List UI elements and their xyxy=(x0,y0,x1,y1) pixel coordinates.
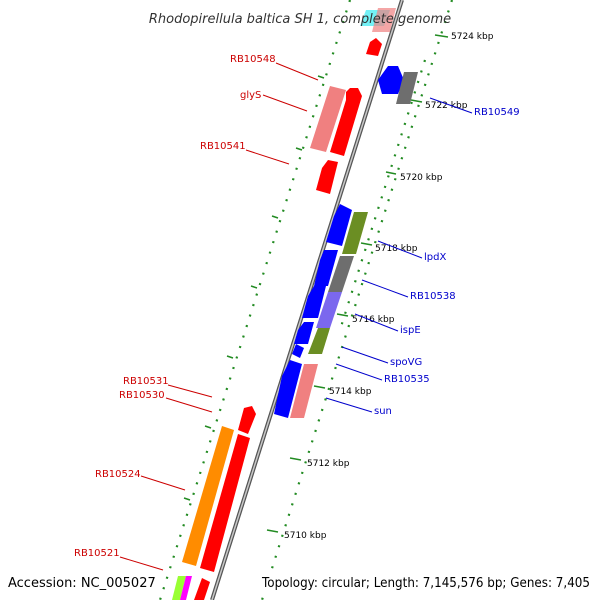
scale-tick xyxy=(183,497,191,501)
tick-label: 5712 kbp xyxy=(307,459,350,469)
scale-tick xyxy=(266,529,279,533)
rb10524-feature xyxy=(182,426,234,566)
leader-lpdx xyxy=(377,240,423,259)
gene-label-rb10548: RB10548 xyxy=(230,54,276,65)
gene-label-rb10521: RB10521 xyxy=(74,548,120,559)
gene-label-lpdx: lpdX xyxy=(424,252,446,263)
leader-rb10535 xyxy=(335,363,383,381)
leader-rb10531 xyxy=(167,384,213,398)
rb10530-feature xyxy=(238,406,256,434)
leader-ispe xyxy=(354,313,399,332)
gene-label-glys: glyS xyxy=(240,90,261,101)
blue-feature-6 xyxy=(274,360,302,418)
rb10549-feature xyxy=(378,66,404,94)
label-leaders xyxy=(119,62,473,571)
leader-rb10538 xyxy=(361,279,409,298)
scale-tick-labels: 5724 kbp 5722 kbp 5720 kbp 5718 kbp 5716… xyxy=(284,32,494,541)
gene-label-rb10524: RB10524 xyxy=(95,469,141,480)
rb10549-neighbor-feature xyxy=(396,72,418,104)
scale-tick xyxy=(410,99,423,103)
tick-label: 5710 kbp xyxy=(284,531,327,541)
gene-label-rb10549: RB10549 xyxy=(474,107,520,118)
scale-tick xyxy=(313,385,326,389)
scale-tick xyxy=(317,75,325,79)
gene-label-rb10531: RB10531 xyxy=(123,376,169,387)
blue-feature-2 xyxy=(314,250,338,286)
tick-label: 5718 kbp xyxy=(375,244,418,254)
leader-rb10541 xyxy=(245,149,290,165)
scale-tick xyxy=(434,34,449,38)
leader-sun xyxy=(325,397,373,413)
gene-label-rb10538: RB10538 xyxy=(410,291,456,302)
blue-feature-5 xyxy=(292,344,304,358)
red-partial-arrow xyxy=(366,38,382,56)
gene-label-spovg: spoVG xyxy=(390,357,422,368)
rb10538-feature xyxy=(328,256,354,292)
scale-tick xyxy=(250,285,258,289)
pink-partial-block xyxy=(372,8,396,32)
gene-features xyxy=(172,66,418,600)
scale-tick xyxy=(336,313,349,317)
sun-feature xyxy=(290,364,318,418)
scale-ticks xyxy=(183,34,449,533)
gene-label-sun: sun xyxy=(374,406,392,417)
genome-summary-text: Topology: circular; Length: 7,145,576 bp… xyxy=(261,576,590,591)
blue-feature-1 xyxy=(326,204,352,246)
scale-tick xyxy=(289,457,302,461)
top-partial-features xyxy=(360,8,396,56)
tick-label: 5724 kbp xyxy=(451,32,494,42)
map-title: Rhodopirellula baltica SH 1, complete ge… xyxy=(149,12,451,27)
rb10548-feature xyxy=(310,86,346,152)
rb10530-long-feature xyxy=(200,434,250,572)
scale-tick xyxy=(271,215,279,219)
bottom-lime-feature xyxy=(172,576,186,600)
tick-label: 5716 kbp xyxy=(352,315,395,325)
spovg-feature xyxy=(308,328,330,354)
rb10541-feature xyxy=(316,160,338,194)
scale-tick xyxy=(295,147,303,151)
scale-tick xyxy=(385,171,397,175)
gene-label-rb10530: RB10530 xyxy=(119,390,165,401)
glys-feature xyxy=(330,88,362,156)
leader-rb10524 xyxy=(140,475,186,491)
gene-label-rb10535: RB10535 xyxy=(384,374,430,385)
scale-tick xyxy=(204,425,212,429)
leader-glys xyxy=(262,94,308,112)
blue-feature-3 xyxy=(302,286,326,318)
scale-tick xyxy=(360,242,373,246)
lpdx-feature xyxy=(342,212,368,254)
scale-tick xyxy=(226,355,234,359)
gene-label-rb10541: RB10541 xyxy=(200,141,246,152)
leader-rb10521 xyxy=(119,556,164,571)
gene-label-ispe: ispE xyxy=(400,325,421,336)
accession-text: Accession: NC_005027 xyxy=(8,576,156,591)
tick-label: 5722 kbp xyxy=(425,101,468,111)
leader-rb10548 xyxy=(275,62,319,81)
ispe-feature xyxy=(316,292,342,328)
blue-feature-4 xyxy=(294,322,314,344)
bottom-magenta-feature xyxy=(180,576,192,600)
leader-rb10549 xyxy=(429,97,473,114)
bottom-red-feature xyxy=(194,578,210,600)
tick-label: 5714 kbp xyxy=(329,387,372,397)
footer-left-background xyxy=(4,572,156,592)
leader-spovg xyxy=(341,346,389,364)
tick-label: 5720 kbp xyxy=(400,173,443,183)
footer-right-background xyxy=(258,572,596,592)
gene-labels: RB10548 glyS RB10541 RB10531 RB10530 RB1… xyxy=(74,54,520,559)
leader-rb10530 xyxy=(165,397,213,413)
